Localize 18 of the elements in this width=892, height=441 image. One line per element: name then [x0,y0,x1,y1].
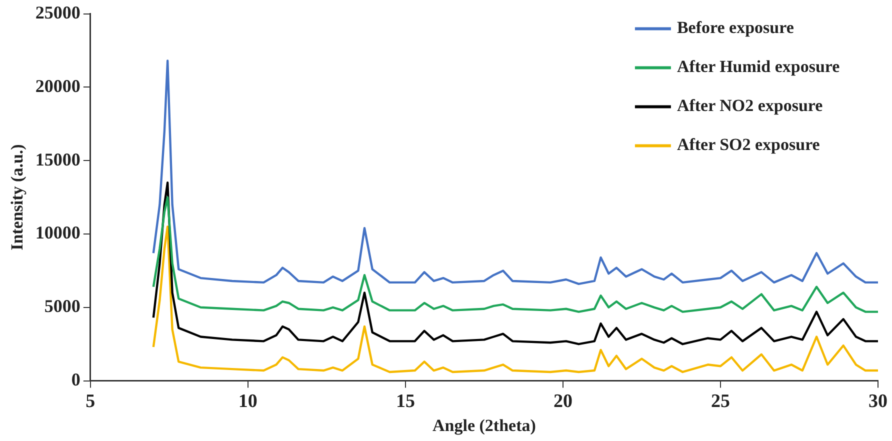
x-tick-label: 25 [710,391,730,412]
legend-label: After Humid exposure [676,57,840,76]
x-tick-label: 30 [868,391,888,412]
y-tick-label: 20000 [35,76,80,96]
x-axis-title: Angle (2theta) [432,416,536,436]
legend-label: After SO2 exposure [676,135,820,154]
x-tick-label: 15 [396,391,415,412]
y-tick-label: 10000 [35,222,80,243]
y-axis-title: Intensity (a.u.) [8,144,27,250]
y-tick-label: 0 [71,369,80,390]
x-tick-label: 20 [553,391,572,412]
x-tick-label: 5 [86,391,96,412]
legend-label: Before exposure [676,18,794,38]
x-tick-label: 10 [238,391,258,412]
y-tick-label: 15000 [35,149,80,170]
legend-label: After NO2 exposure [676,96,824,116]
y-tick-label: 25000 [35,2,80,22]
y-tick-label: 5000 [44,296,80,316]
